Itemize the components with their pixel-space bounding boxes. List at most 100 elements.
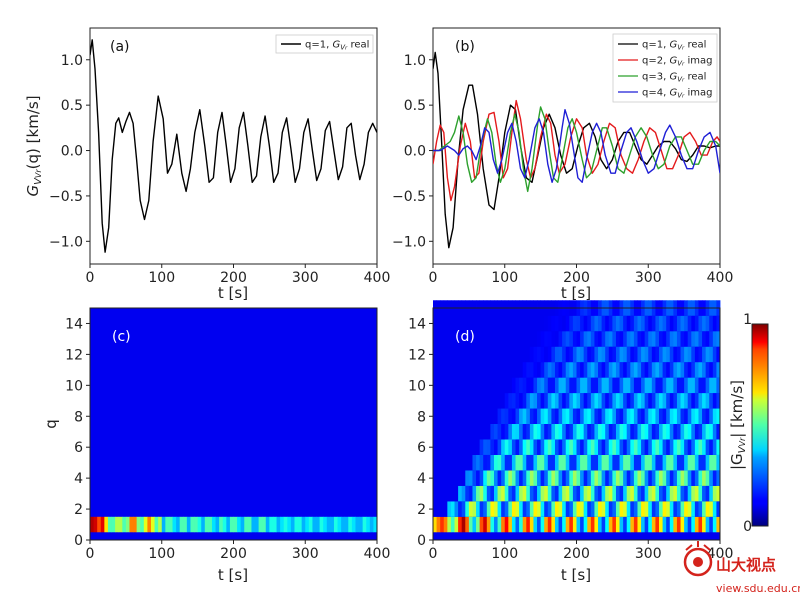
panel-d-heatmap-cell	[612, 331, 617, 347]
panel-d-heatmap-cell	[440, 501, 445, 517]
panel-d-heatmap-cell	[709, 362, 714, 378]
panel-d-heatmap-cell	[705, 331, 710, 347]
panel-d-heatmap-cell	[651, 485, 656, 502]
panel-d-heatmap-cell	[443, 315, 448, 332]
panel-d-heatmap-cell	[637, 424, 642, 440]
panel-d-heatmap-cell	[479, 393, 484, 409]
panel-c-heatmap-cell	[211, 516, 216, 533]
panel-d-heatmap-cell	[687, 362, 692, 378]
panel-d-heatmap-cell	[537, 485, 542, 502]
panel-d-heatmap-cell	[533, 424, 538, 440]
panel-d-heatmap-cell	[569, 331, 574, 347]
panel-d-heatmap-cell	[554, 362, 559, 378]
panel-d-heatmap-cell	[662, 377, 667, 394]
panel-d-heatmap-cell	[633, 516, 638, 533]
panel-d-heatmap-cell	[479, 377, 484, 394]
panel-d-heatmap-cell	[626, 439, 631, 455]
panel-d-heatmap-cell	[598, 346, 603, 363]
panel-d-heatmap-cell	[551, 424, 556, 440]
panel-d-heatmap-cell	[601, 470, 606, 486]
panel-d-heatmap-cell	[540, 346, 545, 363]
panel-d-heatmap-cell	[522, 393, 527, 409]
panel-c-heatmap-cell	[341, 516, 346, 533]
panel-d-heatmap-cell	[694, 331, 699, 347]
panel-a-ytick-label: −1.0	[49, 234, 83, 250]
panel-d-ytick-label: 2	[417, 502, 426, 518]
panel-d-heatmap-cell	[458, 485, 463, 502]
panel-d-heatmap-cell	[458, 501, 463, 517]
panel-d-heatmap-cell	[590, 393, 595, 409]
panel-c-heatmap-cell	[362, 516, 367, 533]
panel-d-heatmap-cell	[540, 377, 545, 394]
panel-d-heatmap-cell	[465, 424, 470, 440]
panel-d-heatmap-cell	[698, 470, 703, 486]
panel-d-heatmap-cell	[662, 408, 667, 424]
panel-d-heatmap-cell	[544, 454, 549, 471]
panel-d-heatmap-cell	[651, 315, 656, 332]
panel-c-heatmap-cell	[272, 516, 277, 533]
panel-d-heatmap-cell	[648, 393, 653, 409]
panel-d-heatmap-cell	[694, 470, 699, 486]
panel-d-heatmap-cell	[619, 315, 624, 332]
panel-d-heatmap-cell	[605, 516, 610, 533]
panel-d-heatmap-cell	[454, 424, 459, 440]
panel-d-heatmap-cell	[601, 393, 606, 409]
panel-d-heatmap-cell	[461, 439, 466, 455]
panel-d-heatmap-cell	[443, 454, 448, 471]
panel-d-heatmap-cell	[583, 362, 588, 378]
panel-d-heatmap-cell	[537, 408, 542, 424]
panel-d-heatmap-cell	[565, 362, 570, 378]
panel-d-heatmap-cell	[572, 377, 577, 394]
panel-d-heatmap-cell	[702, 424, 707, 440]
panel-d-heatmap-cell	[633, 362, 638, 378]
panel-d-heatmap-cell	[508, 516, 513, 533]
panel-d-heatmap-cell	[436, 516, 441, 533]
panel-d-heatmap-cell	[450, 408, 455, 424]
panel-c-ytick-label: 14	[65, 316, 83, 332]
panel-d-heatmap-cell	[680, 362, 685, 378]
panel-d-heatmap-cell	[526, 439, 531, 455]
panel-d-heatmap-cell	[702, 408, 707, 424]
panel-d-heatmap-cell	[544, 516, 549, 533]
panel-d-heatmap-cell	[504, 377, 509, 394]
panel-c-heatmap-cell	[244, 516, 249, 533]
panel-d-heatmap-cell	[572, 501, 577, 517]
panel-d-heatmap-cell	[479, 362, 484, 378]
panel-d-heatmap-cell	[626, 408, 631, 424]
panel-d-heatmap-cell	[433, 470, 437, 486]
panel-d-heatmap-cell	[601, 408, 606, 424]
panel-d-heatmap-cell	[630, 346, 635, 363]
panel-d-heatmap-cell	[587, 470, 592, 486]
panel-d-heatmap-cell	[576, 393, 581, 409]
panel-d-heatmap-cell	[709, 408, 714, 424]
panel-d-heatmap-cell	[479, 424, 484, 440]
panel-d-heatmap-cell	[630, 516, 635, 533]
panel-c-heatmap-cell	[104, 516, 109, 533]
panel-c-heatmap-cell	[190, 516, 195, 533]
panel-d-heatmap-cell	[526, 393, 531, 409]
panel-d-heatmap-cell	[662, 501, 667, 517]
panel-d-heatmap-cell	[511, 470, 516, 486]
panel-d-heatmap-cell	[633, 470, 638, 486]
panel-a-line-chart: 0 100 200 300 400 −1.0 −0.5 0.0 0.5 1.0 (a) q=1, …	[24, 27, 390, 302]
panel-d-heatmap-cell	[694, 516, 699, 533]
panel-d-heatmap-cell	[605, 485, 610, 502]
panel-d-heatmap-cell	[493, 485, 498, 502]
panel-d-heatmap-cell	[623, 485, 628, 502]
panel-d-heatmap-cell	[669, 377, 674, 394]
panel-d-heatmap-cell	[454, 501, 459, 517]
panel-c-heatmap-cell	[237, 516, 242, 533]
panel-d-heatmap-cell	[472, 485, 477, 502]
panel-d-heatmap-cell	[526, 315, 531, 332]
panel-d-heatmap-cell	[673, 393, 678, 409]
panel-d-heatmap-cell	[598, 408, 603, 424]
panel-d-heatmap-cell	[716, 501, 721, 517]
panel-d-heatmap-cell	[651, 454, 656, 471]
panel-d-heatmap-cell	[576, 516, 581, 533]
panel-d-heatmap-cell	[476, 346, 481, 363]
panel-d-heatmap-cell	[687, 377, 692, 394]
panel-d-heatmap-cell	[626, 315, 631, 332]
panel-d-heatmap-cell	[601, 377, 606, 394]
panel-d-heatmap-cell	[554, 454, 559, 471]
panel-d-heatmap-cell	[476, 362, 481, 378]
